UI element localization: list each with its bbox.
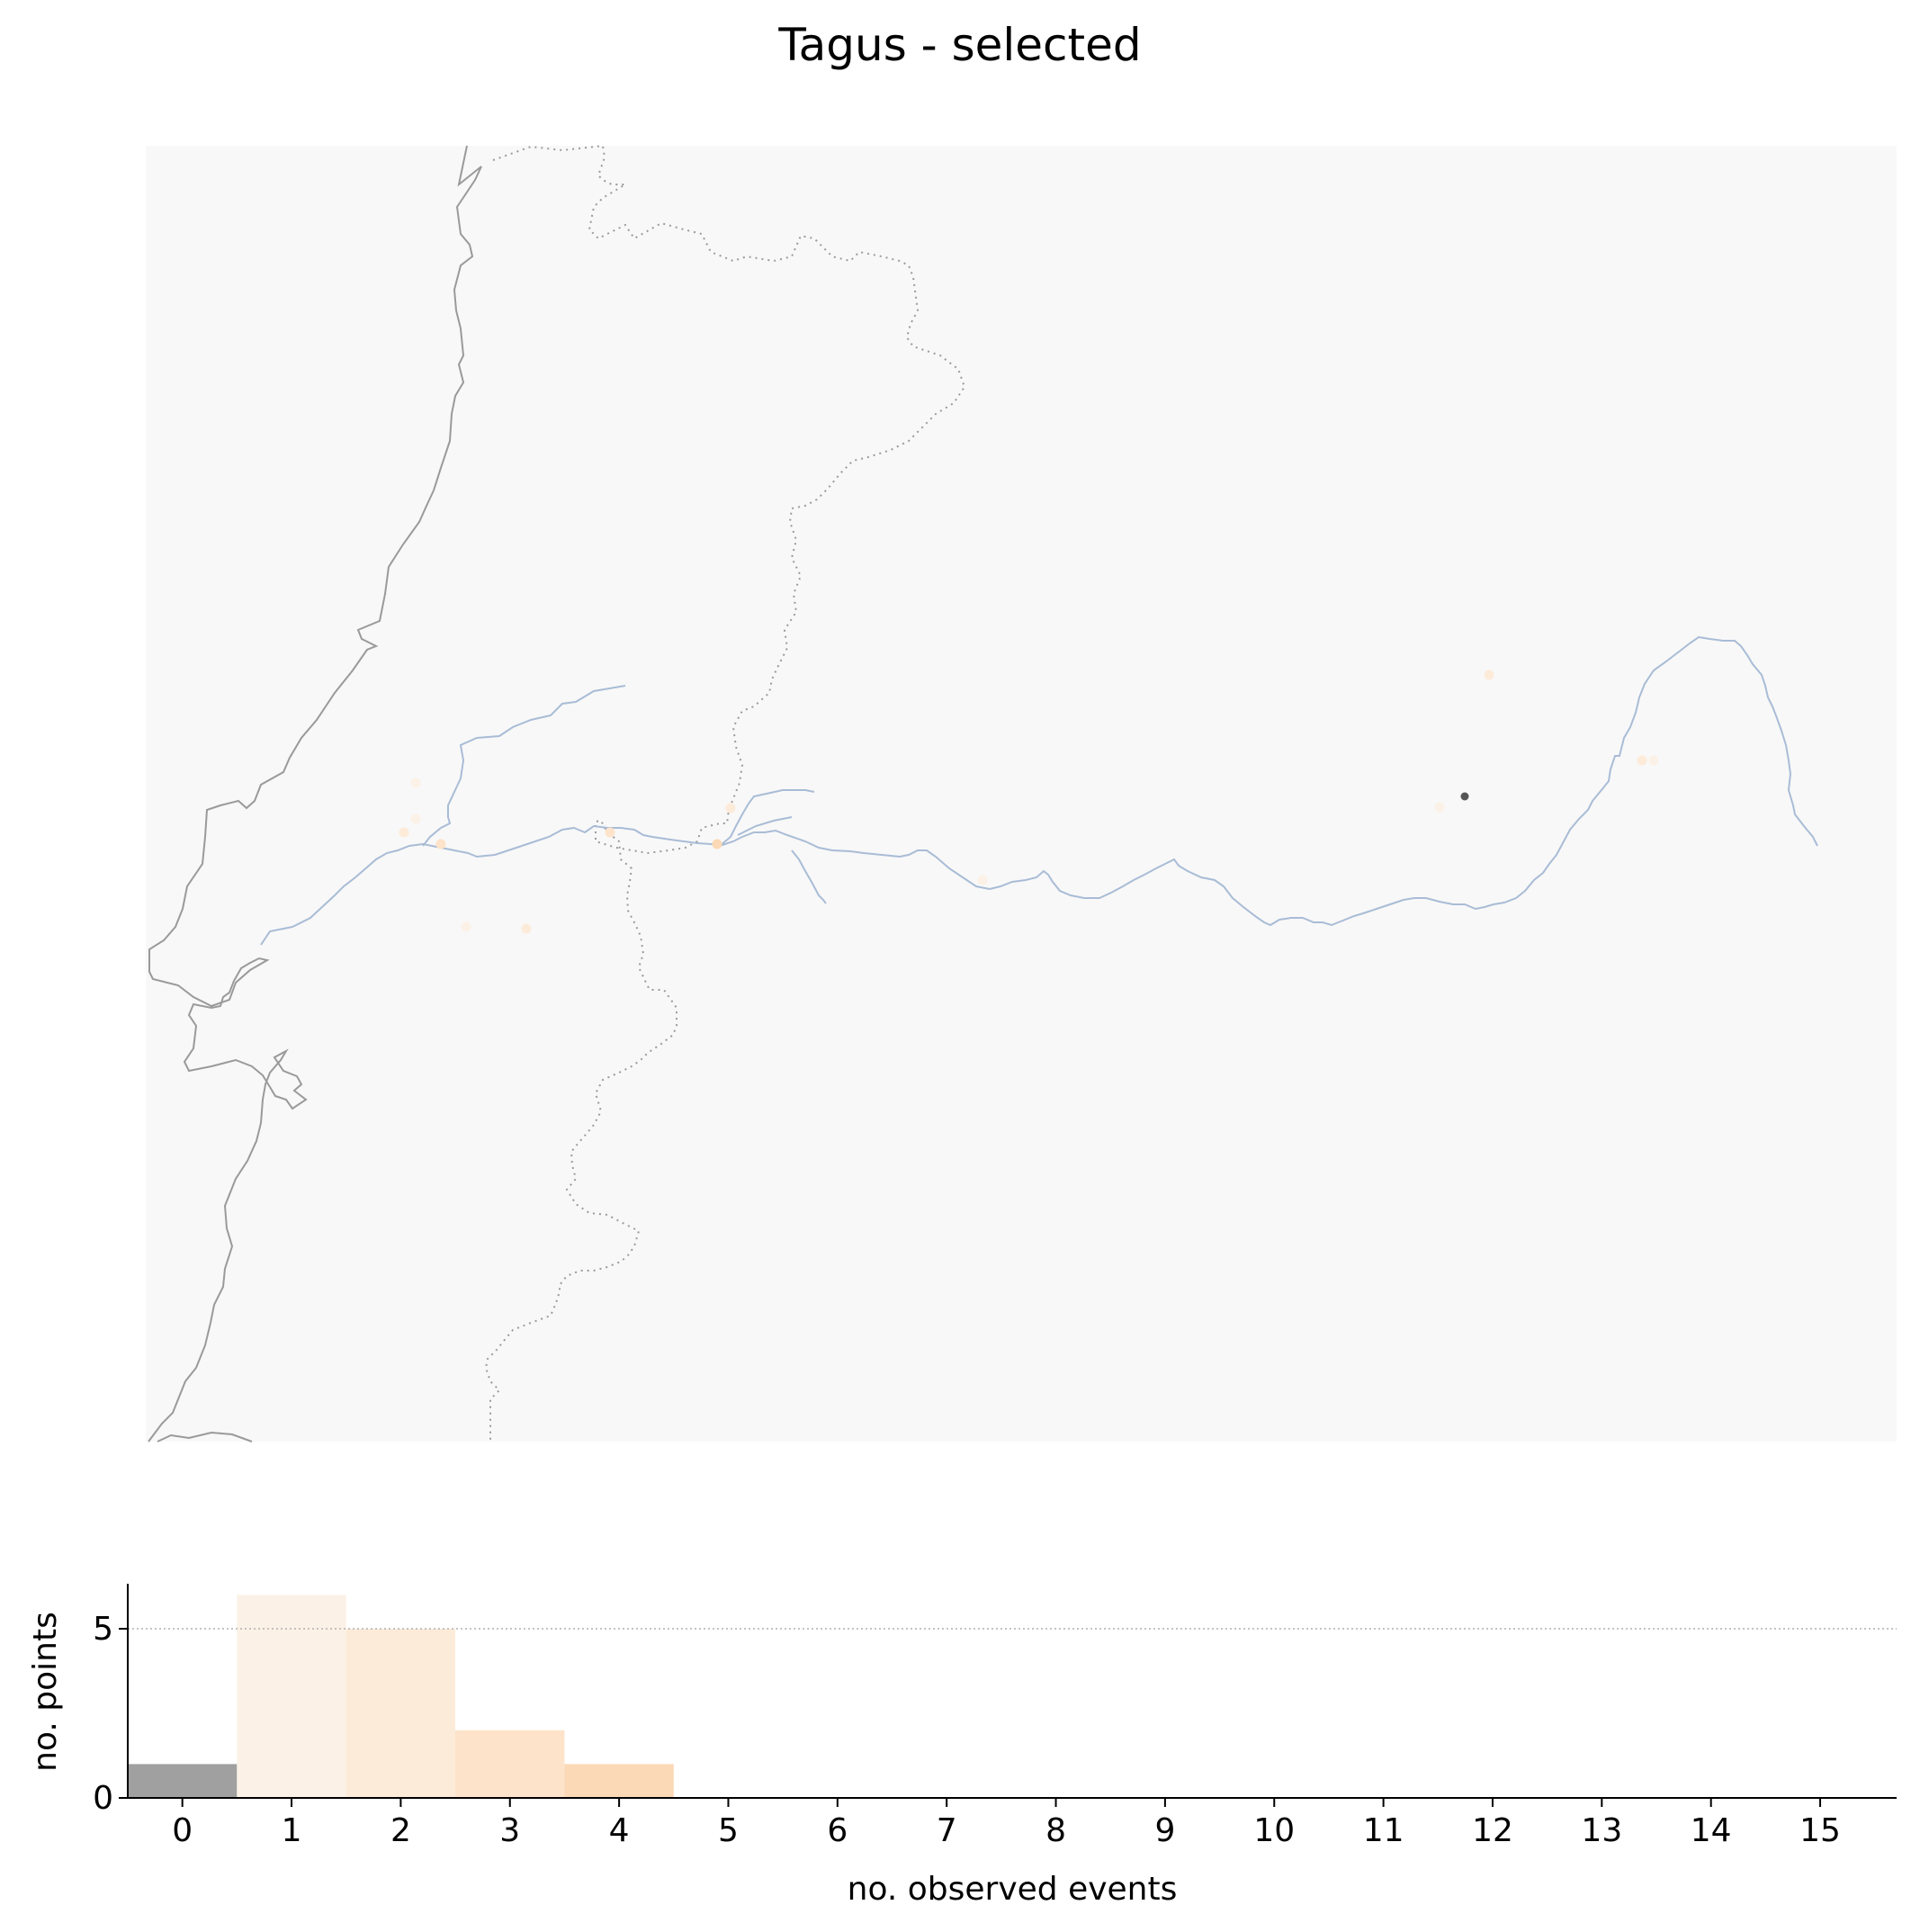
map-point-3-events bbox=[435, 839, 446, 849]
x-tick-label: 11 bbox=[1363, 1812, 1404, 1849]
x-tick-label: 10 bbox=[1253, 1812, 1295, 1849]
histogram-bar-2 bbox=[345, 1629, 456, 1798]
map-point-2-events bbox=[1637, 755, 1647, 766]
map-point-1-events bbox=[410, 777, 421, 788]
x-tick-label: 14 bbox=[1691, 1812, 1732, 1849]
map-point-1-events bbox=[977, 875, 988, 885]
coastline-south bbox=[157, 1431, 253, 1442]
y-tick-label: 5 bbox=[93, 1611, 113, 1648]
river-tagus-estuary bbox=[719, 789, 827, 904]
x-tick-label: 13 bbox=[1581, 1812, 1622, 1849]
coastline bbox=[148, 145, 482, 1442]
x-tick-label: 15 bbox=[1799, 1812, 1841, 1849]
y-axis-label: no. points bbox=[27, 1612, 64, 1772]
x-tick-label: 12 bbox=[1472, 1812, 1513, 1849]
y-ticks: 05 bbox=[93, 1611, 128, 1817]
x-ticks: 0 1 2 3 4 5 6 7 8 9 10 11 12 13 14 15 bbox=[172, 1798, 1841, 1849]
map-point-4-events bbox=[712, 839, 722, 849]
histogram-bar-1 bbox=[237, 1595, 346, 1798]
y-tick-label: 0 bbox=[93, 1780, 113, 1817]
map-point-1-events bbox=[461, 921, 471, 932]
histogram-bar-3 bbox=[455, 1730, 565, 1798]
x-tick-label: 6 bbox=[827, 1812, 848, 1849]
x-tick-label: 0 bbox=[172, 1812, 193, 1849]
x-tick-label: 5 bbox=[718, 1812, 739, 1849]
histogram-bar-0 bbox=[128, 1764, 238, 1798]
map-point-2-events bbox=[725, 803, 736, 813]
map-panel bbox=[146, 144, 1897, 1442]
x-tick-label: 7 bbox=[937, 1812, 957, 1849]
map-point-1-events bbox=[410, 813, 421, 824]
x-tick-label: 8 bbox=[1045, 1812, 1066, 1849]
histogram-panel: 0 1 2 3 4 5 6 7 8 9 10 11 12 13 14 15 05 no. observed e… bbox=[27, 1584, 1897, 1908]
map-point-0-events bbox=[1460, 792, 1469, 801]
histogram-bar-4 bbox=[564, 1764, 674, 1798]
x-tick-label: 3 bbox=[499, 1812, 520, 1849]
figure-title: Tagus - selected bbox=[777, 19, 1141, 71]
map-point-1-events bbox=[1648, 755, 1659, 766]
country-border bbox=[484, 144, 966, 1442]
map-points bbox=[399, 669, 1659, 934]
map-background bbox=[146, 146, 1897, 1442]
x-tick-label: 4 bbox=[609, 1812, 630, 1849]
river-tagus bbox=[260, 635, 1818, 946]
x-tick-label: 9 bbox=[1154, 1812, 1175, 1849]
x-tick-label: 2 bbox=[390, 1812, 411, 1849]
x-axis-label: no. observed events bbox=[848, 1871, 1178, 1908]
x-tick-label: 1 bbox=[282, 1812, 302, 1849]
histogram-bars bbox=[128, 1595, 674, 1798]
map-point-2-events bbox=[399, 827, 409, 838]
map-point-1-events bbox=[1434, 802, 1445, 813]
map-point-2-events bbox=[521, 923, 532, 934]
map-point-3-events bbox=[605, 827, 615, 838]
river-zezere bbox=[422, 685, 626, 847]
map-point-2-events bbox=[1484, 669, 1494, 680]
